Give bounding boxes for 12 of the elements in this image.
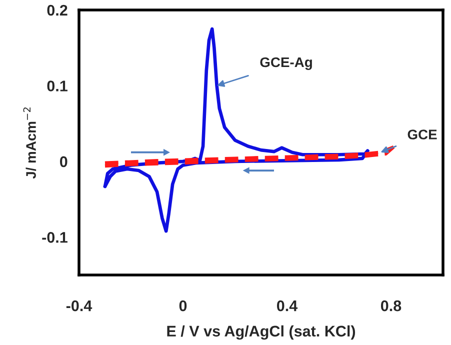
x-tick-label: 0 (179, 300, 187, 312)
annotation: GCE (408, 130, 437, 140)
y-tick-label: 0.1 (47, 80, 68, 92)
y-tick-label: 0 (60, 156, 68, 168)
y-tick-label: -0.1 (42, 232, 68, 243)
y-axis-title: J/ mAcm$^{−2}$ (23, 108, 36, 179)
annotation: GCE-Ag (260, 57, 312, 70)
x-axis-title: E / V vs Ag/AgCl (sat. KCl) (167, 325, 356, 340)
x-tick-label: -0.4 (66, 300, 92, 312)
x-tick-label: 0.8 (380, 300, 402, 312)
x-tick-label: 0.4 (276, 300, 298, 312)
y-tick-label: 0.2 (47, 4, 68, 16)
